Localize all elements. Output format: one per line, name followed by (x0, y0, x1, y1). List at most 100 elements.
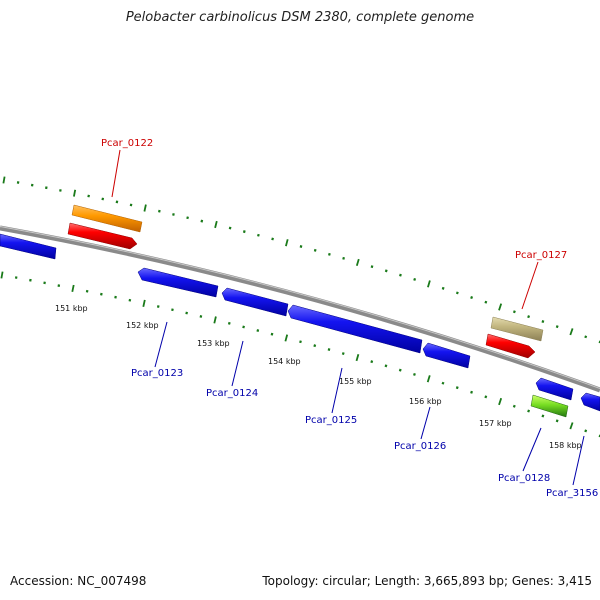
gene-pcar-0126[interactable] (422, 342, 471, 369)
outer-ring-minor-tick (399, 273, 402, 277)
outer-ring-major-tick (73, 189, 77, 197)
tick-label-151: 151 kbp (55, 304, 88, 313)
outer-ring-major-tick (214, 220, 218, 229)
inner-ring-minor-tick (156, 305, 160, 308)
label-pcar-3156[interactable]: Pcar_3156 (546, 488, 598, 499)
inner-ring-minor-tick (270, 332, 274, 336)
outer-ring-minor-tick (228, 226, 232, 230)
outer-ring-minor-tick (484, 300, 488, 304)
outer-ring-minor-tick (470, 296, 474, 300)
inner-ring-minor-tick (584, 429, 588, 433)
inner-ring-minor-tick (171, 308, 174, 312)
outer-ring-minor-tick (370, 265, 374, 269)
label-pcar-0125[interactable]: Pcar_0125 (305, 415, 357, 426)
inner-ring-major-tick (355, 353, 360, 362)
outer-ring-minor-tick (328, 252, 331, 256)
label-pcar-0123[interactable]: Pcar_0123 (131, 368, 183, 379)
inner-ring-major-tick (426, 375, 431, 383)
label-leaders (111, 149, 585, 486)
inner-ring-minor-tick (455, 386, 459, 390)
inner-ring-minor-tick (470, 390, 473, 394)
tick-label-152: 152 kbp (126, 321, 159, 330)
outer-ring-minor-tick (299, 245, 303, 248)
outer-ring-major-tick (498, 303, 503, 311)
accession-text: Accession: NC_007498 (10, 574, 147, 588)
inner-ring-major-tick (0, 271, 4, 279)
outer-ring-minor-tick (186, 216, 189, 220)
outer-ring-minor-tick (441, 286, 445, 290)
outer-ring-major-tick (143, 204, 147, 212)
genome-summary-text: Topology: circular; Length: 3,665,893 bp… (262, 574, 592, 588)
gene-pcar-0125[interactable] (287, 304, 423, 354)
outer-ring-minor-tick (242, 230, 246, 234)
label-pcar-0126[interactable]: Pcar_0126 (394, 441, 446, 452)
label-pcar-0127[interactable]: Pcar_0127 (515, 250, 567, 261)
gene-pcar-0128-cog[interactable] (530, 394, 569, 418)
outer-ring-minor-tick (87, 194, 90, 198)
inner-ring-minor-tick (299, 340, 302, 344)
outer-ring-minor-tick (384, 269, 388, 273)
tick-label-153: 153 kbp (197, 339, 230, 348)
gene-pcar-0127-cog[interactable] (490, 316, 544, 342)
axis-tick-labels: 151 kbp 152 kbp 153 kbp 154 kbp 155 kbp … (55, 304, 582, 450)
inner-ring-minor-tick (527, 409, 531, 413)
inner-ring-minor-tick (128, 298, 132, 302)
genome-backbone-highlight (0, 226, 600, 389)
gene-pcar-3156[interactable] (580, 392, 600, 412)
inner-ring-minor-tick (441, 381, 445, 385)
outer-ring-minor-tick (257, 233, 260, 237)
tick-label-156: 156 kbp (409, 397, 442, 406)
inner-ring-minor-tick (541, 414, 545, 418)
inner-ring-minor-tick (384, 364, 388, 368)
outer-ring-minor-tick (313, 248, 317, 252)
gene-pcar-0124[interactable] (221, 287, 289, 317)
inner-ring-minor-tick (85, 289, 89, 293)
outer-tick-ring (2, 176, 600, 344)
gene-pcar-0122-cog[interactable] (71, 204, 143, 233)
inner-ring-minor-tick (512, 404, 516, 408)
outer-ring-major-tick (427, 280, 431, 288)
gene-pcar-0127[interactable] (485, 333, 536, 359)
label-pcar-0122[interactable]: Pcar_0122 (101, 138, 153, 149)
outer-ring-major-tick (2, 176, 6, 184)
outer-ring-minor-tick (413, 277, 417, 281)
label-pcar-0128[interactable]: Pcar_0128 (498, 473, 550, 484)
outer-ring-minor-tick (555, 325, 559, 329)
inner-tick-ring (0, 271, 600, 438)
outer-ring-minor-tick (271, 237, 274, 241)
outer-ring-major-tick (355, 258, 360, 267)
gene-left-edge[interactable] (0, 233, 57, 260)
gene-pcar-0122[interactable] (67, 222, 138, 250)
outer-ring-major-tick (285, 239, 289, 247)
outer-ring-minor-tick (129, 203, 133, 207)
inner-ring-major-tick (284, 334, 289, 342)
tick-label-157: 157 kbp (479, 419, 512, 428)
inner-ring-minor-tick (256, 329, 260, 332)
inner-ring-minor-tick (327, 348, 331, 351)
inner-ring-minor-tick (398, 368, 402, 372)
tick-label-155: 155 kbp (339, 377, 372, 386)
outer-ring-minor-tick (455, 291, 459, 295)
map-title: Pelobacter carbinolicus DSM 2380, comple… (125, 10, 475, 25)
outer-ring-minor-tick (541, 320, 545, 324)
gene-pcar-0123[interactable] (137, 267, 219, 298)
outer-ring-minor-tick (115, 200, 119, 204)
inner-ring-minor-tick (199, 315, 203, 318)
outer-ring-minor-tick (172, 213, 175, 216)
outer-ring-minor-tick (527, 315, 531, 319)
inner-ring-minor-tick (242, 325, 245, 329)
outer-ring-minor-tick (158, 209, 161, 213)
tick-label-158: 158 kbp (549, 441, 582, 450)
inner-ring-major-tick (498, 397, 503, 406)
outer-ring-major-tick (569, 328, 574, 336)
inner-ring-minor-tick (341, 352, 345, 356)
inner-ring-minor-tick (313, 344, 317, 348)
inner-ring-minor-tick (484, 395, 488, 399)
inner-ring-minor-tick (370, 360, 374, 364)
outer-ring-minor-tick (101, 197, 105, 201)
gene-pcar-0128[interactable] (535, 377, 574, 401)
label-pcar-0124[interactable]: Pcar_0124 (206, 388, 258, 399)
inner-ring-minor-tick (100, 292, 103, 296)
inner-ring-major-tick (569, 422, 574, 430)
